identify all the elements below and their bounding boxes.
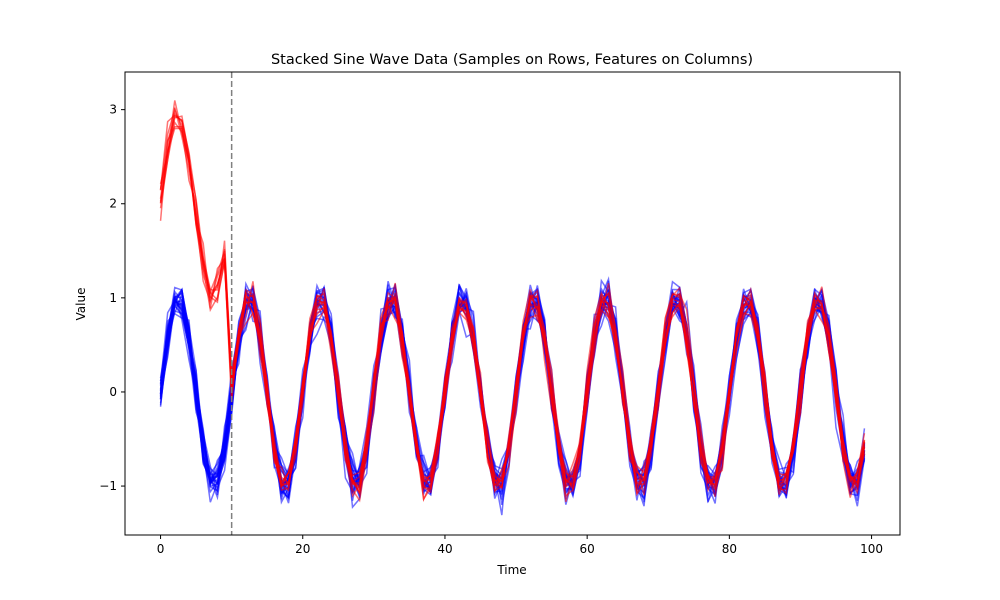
y-tick-label: 2	[109, 197, 117, 211]
chart-title: Stacked Sine Wave Data (Samples on Rows,…	[271, 52, 753, 68]
x-tick-label: 20	[295, 542, 310, 556]
red-series-line-7	[159, 115, 866, 498]
x-tick-label: 60	[580, 542, 595, 556]
plot-frame	[124, 71, 901, 536]
x-tick-label: 80	[722, 542, 737, 556]
x-tick-label: 100	[860, 542, 883, 556]
y-tick-label: 3	[109, 103, 117, 117]
x-tick-label: 0	[157, 542, 165, 556]
y-tick-label: 0	[109, 385, 117, 399]
x-axis-ticks: 0 20 40 60 80 100	[157, 535, 883, 556]
y-tick-label: −1	[99, 479, 117, 493]
red-series-line-8	[159, 125, 866, 503]
plot-lines	[159, 72, 866, 535]
x-tick-label: 40	[437, 542, 452, 556]
y-tick-label: 1	[109, 291, 117, 305]
red-series-line-9	[159, 114, 866, 498]
y-axis-ticks: −1 0 1 2 3	[99, 103, 125, 493]
y-axis-label: Value	[74, 288, 88, 321]
red-series-line-2	[159, 120, 866, 503]
x-axis-label: Time	[496, 563, 526, 577]
